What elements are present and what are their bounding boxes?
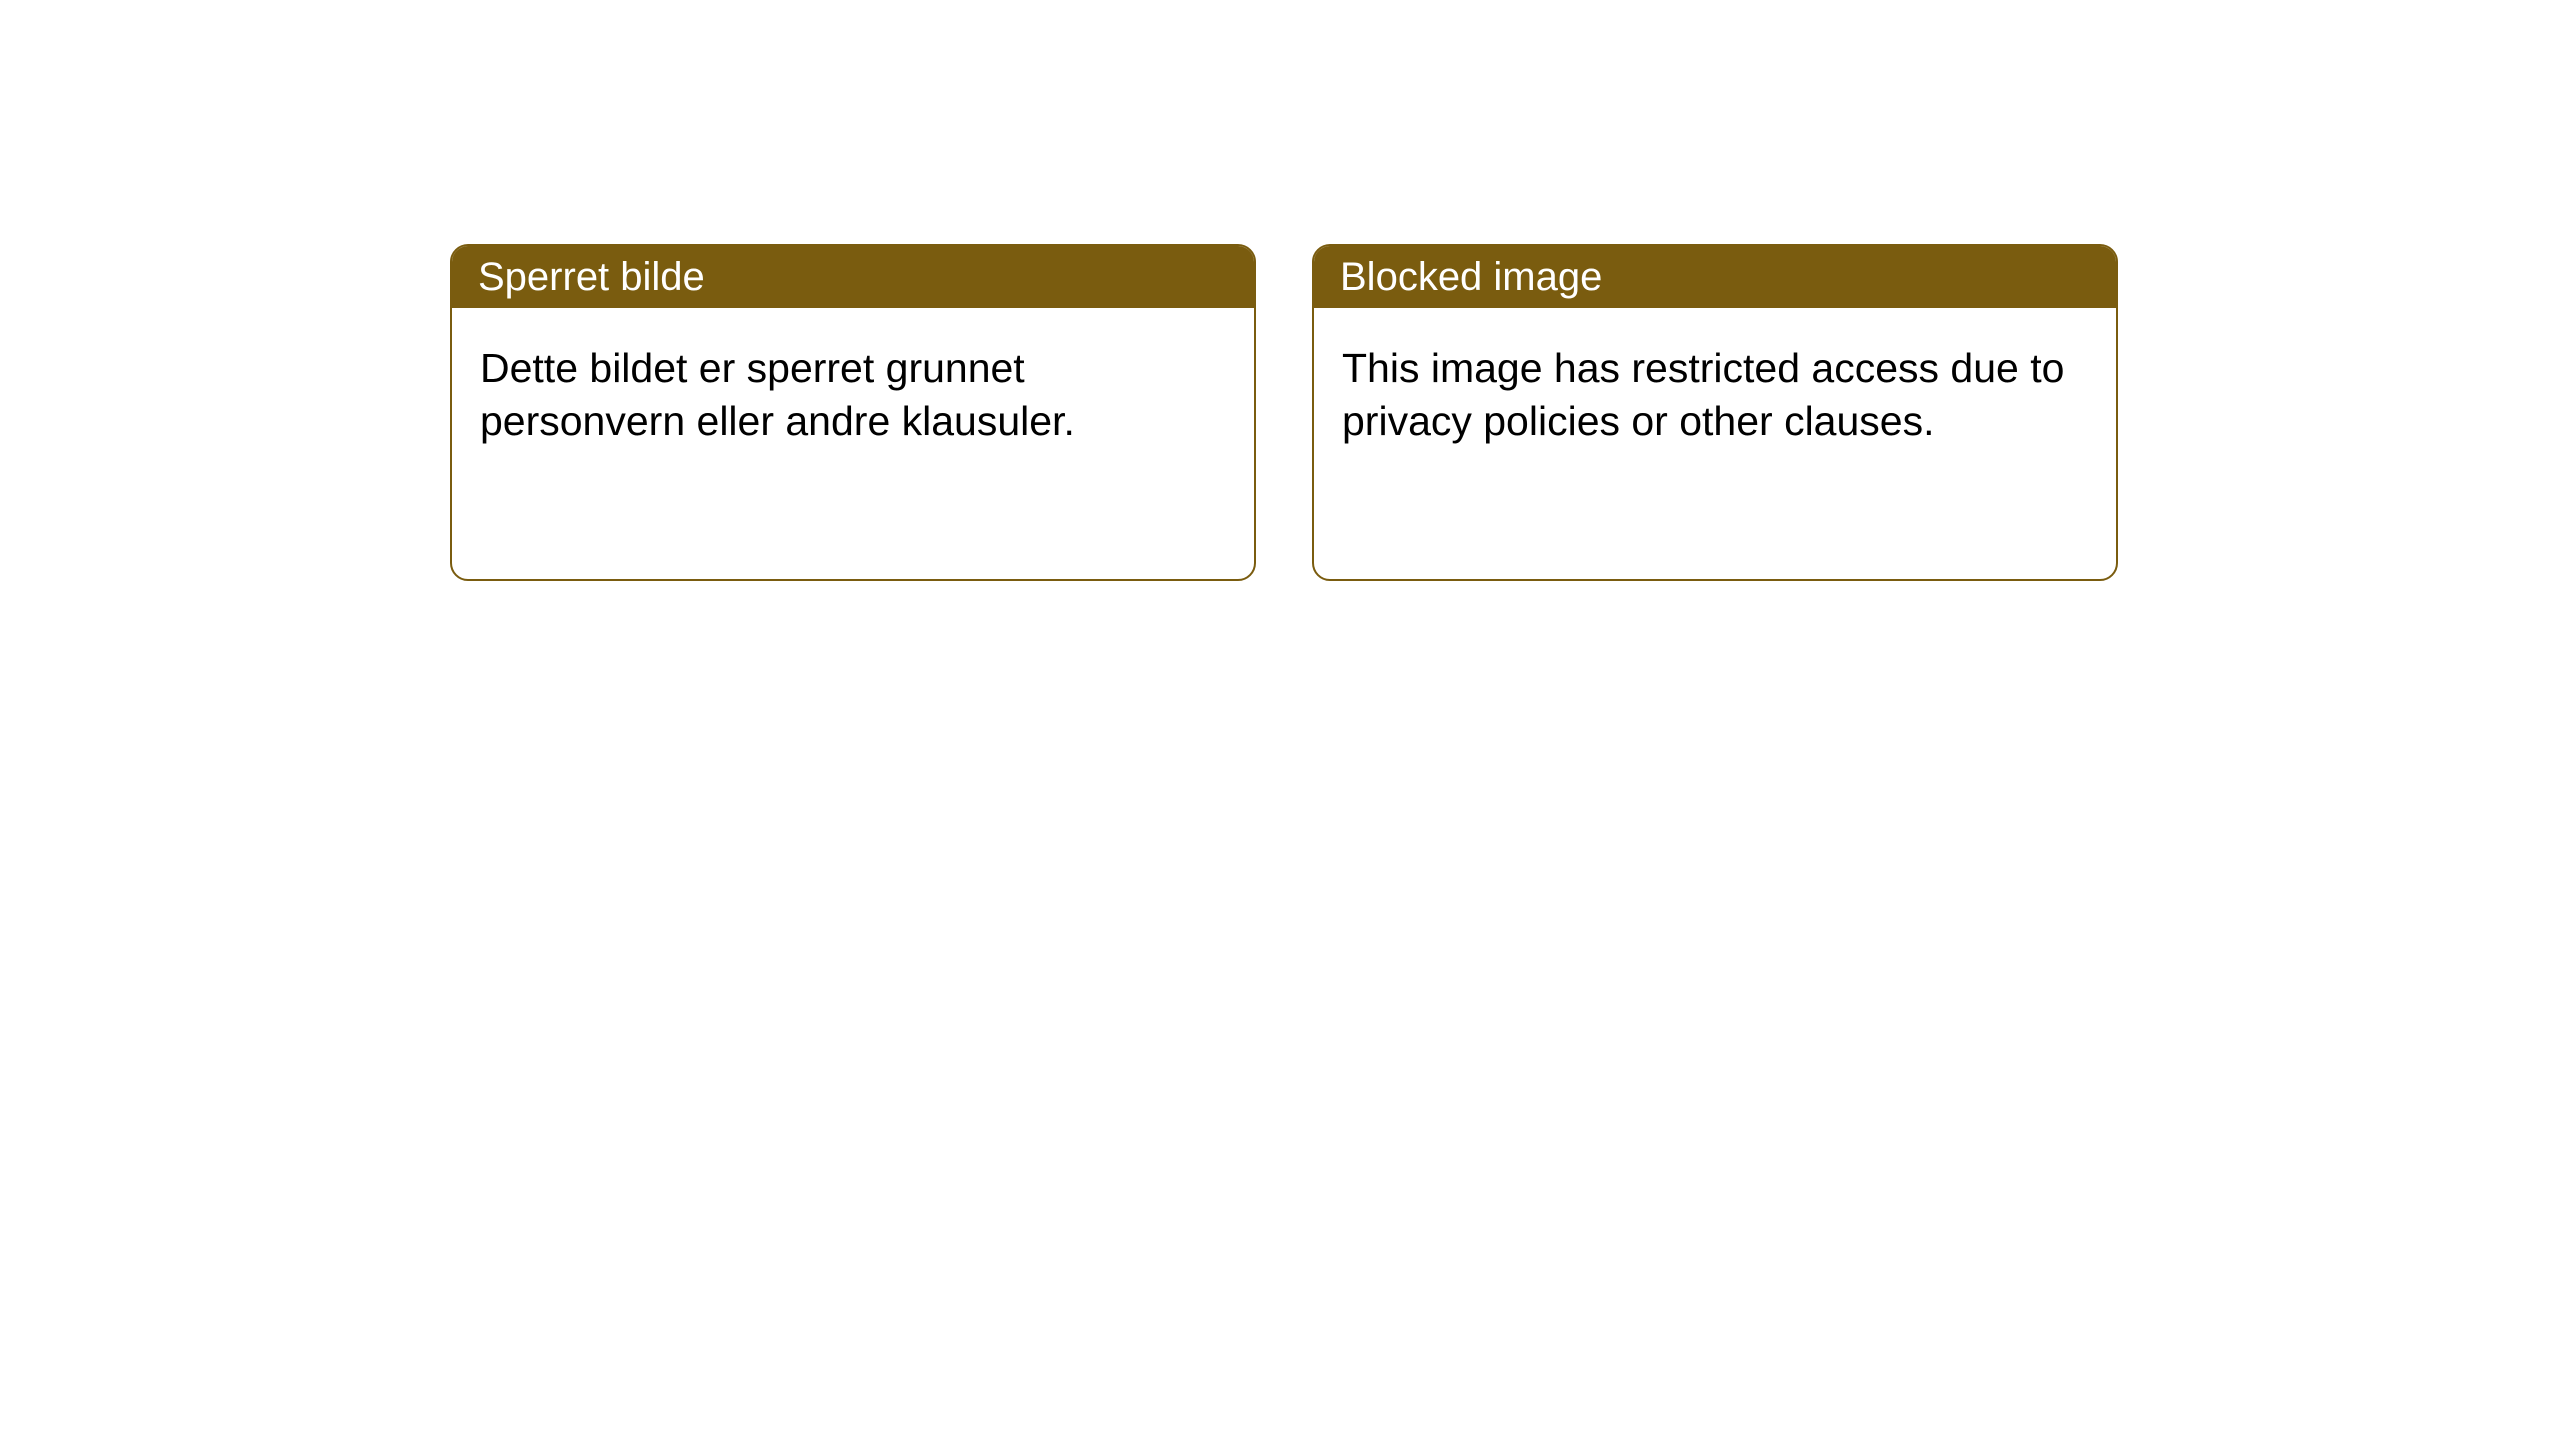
notice-card-norwegian: Sperret bilde Dette bildet er sperret gr… <box>450 244 1256 581</box>
notice-card-english: Blocked image This image has restricted … <box>1312 244 2118 581</box>
notice-text-norwegian: Dette bildet er sperret grunnet personve… <box>480 345 1075 444</box>
notice-title-english: Blocked image <box>1340 255 1602 300</box>
notice-container: Sperret bilde Dette bildet er sperret gr… <box>450 244 2118 581</box>
notice-title-norwegian: Sperret bilde <box>478 255 705 300</box>
notice-header-norwegian: Sperret bilde <box>452 246 1254 308</box>
notice-text-english: This image has restricted access due to … <box>1342 345 2064 444</box>
notice-body-english: This image has restricted access due to … <box>1314 308 2116 483</box>
notice-body-norwegian: Dette bildet er sperret grunnet personve… <box>452 308 1254 483</box>
notice-header-english: Blocked image <box>1314 246 2116 308</box>
